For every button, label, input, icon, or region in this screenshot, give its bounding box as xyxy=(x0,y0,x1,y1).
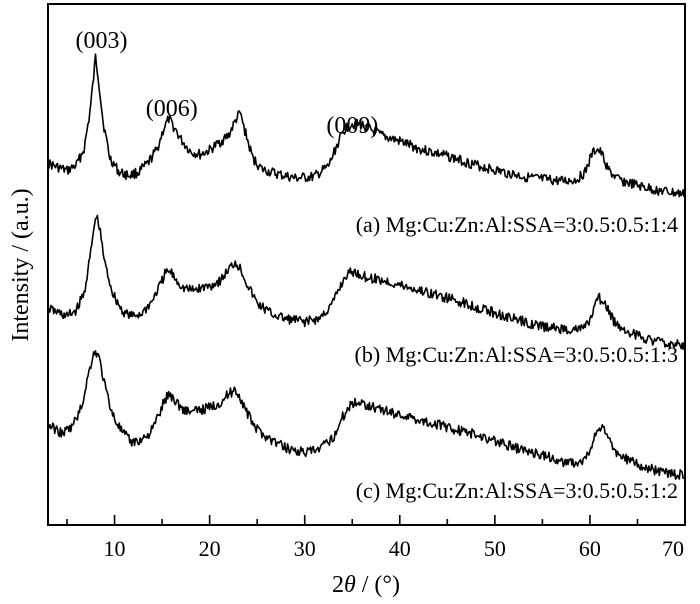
x-tick-label-10: 10 xyxy=(104,536,126,561)
peak-labels-group: (003) (006) (009) xyxy=(76,28,379,139)
x-tick-label-50: 50 xyxy=(484,536,506,561)
peak-label-009: (009) xyxy=(326,113,378,139)
series-line-c xyxy=(47,350,685,480)
series-label-c: (c) Mg:Cu:Zn:Al:SSA=3:0.5:0.5:1:2 xyxy=(356,478,678,503)
x-ticks-group: 10 20 30 40 50 60 70 xyxy=(66,515,686,561)
x-tick-label-60: 60 xyxy=(579,536,601,561)
series-line-b xyxy=(47,214,685,350)
peak-label-003: (003) xyxy=(76,28,128,54)
series-line-a xyxy=(47,53,685,198)
x-tick-label-70: 70 xyxy=(662,536,684,561)
peak-label-006: (006) xyxy=(146,96,198,122)
series-labels-group: (a) Mg:Cu:Zn:Al:SSA=3:0.5:0.5:1:4 (b) Mg:… xyxy=(355,212,679,503)
series-label-a: (a) Mg:Cu:Zn:Al:SSA=3:0.5:0.5:1:4 xyxy=(356,212,678,237)
series-label-b: (b) Mg:Cu:Zn:Al:SSA=3:0.5:0.5:1:3 xyxy=(355,342,679,367)
x-tick-label-40: 40 xyxy=(389,536,411,561)
plot-frame xyxy=(47,3,686,526)
x-tick-label-30: 30 xyxy=(294,536,316,561)
curves-group xyxy=(47,53,685,480)
y-axis-label: Intensity / (a.u.) xyxy=(8,188,34,341)
x-axis-label: 2θ / (°) xyxy=(332,572,400,598)
x-tick-label-20: 20 xyxy=(199,536,221,561)
